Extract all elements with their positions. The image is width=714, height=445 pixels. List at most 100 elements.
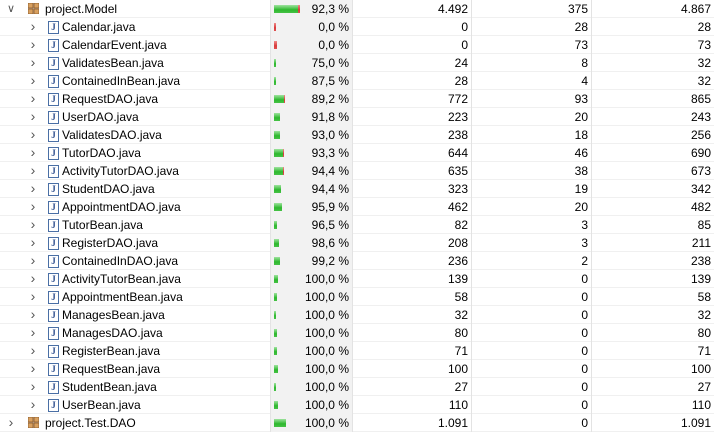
covered-instructions: 1.091 bbox=[353, 414, 472, 432]
table-row[interactable]: › J CalendarEvent.java 0,0 % 0 73 73 bbox=[0, 36, 714, 54]
missed-instructions: 0 bbox=[472, 414, 592, 432]
file-name: ValidatesDAO.java bbox=[62, 128, 162, 142]
chevron-right-icon[interactable]: › bbox=[30, 252, 36, 268]
covered-bar-segment bbox=[274, 167, 283, 175]
table-row[interactable]: › J ActivityTutorDAO.java 94,4 % 635 38 673 bbox=[0, 162, 714, 180]
element-cell: › J RequestBean.java bbox=[0, 360, 270, 378]
element-cell: › J CalendarEvent.java bbox=[0, 36, 270, 54]
table-row[interactable]: › J ValidatesDAO.java 93,0 % 238 18 256 bbox=[0, 126, 714, 144]
covered-instructions: 644 bbox=[353, 144, 472, 162]
element-cell: › project.Test.DAO bbox=[0, 414, 270, 432]
missed-instructions: 0 bbox=[472, 378, 592, 396]
chevron-right-icon[interactable]: › bbox=[30, 360, 36, 376]
table-row[interactable]: › J StudentBean.java 100,0 % 27 0 27 bbox=[0, 378, 714, 396]
chevron-right-icon[interactable]: › bbox=[30, 108, 36, 124]
table-row[interactable]: › J ContainedInDAO.java 99,2 % 236 2 238 bbox=[0, 252, 714, 270]
element-cell: › J UserBean.java bbox=[0, 396, 270, 414]
table-row[interactable]: › J RequestDAO.java 89,2 % 772 93 865 bbox=[0, 90, 714, 108]
chevron-right-icon[interactable]: › bbox=[30, 342, 36, 358]
coverage-bar bbox=[274, 275, 278, 283]
table-row[interactable]: › J ManagesDAO.java 100,0 % 80 0 80 bbox=[0, 324, 714, 342]
file-name: ContainedInDAO.java bbox=[62, 254, 179, 268]
table-row[interactable]: › J ContainedInBean.java 87,5 % 28 4 32 bbox=[0, 72, 714, 90]
missed-instructions: 38 bbox=[472, 162, 592, 180]
covered-instructions: 635 bbox=[353, 162, 472, 180]
chevron-right-icon[interactable]: › bbox=[30, 216, 36, 232]
element-cell: › J AppointmentBean.java bbox=[0, 288, 270, 306]
total-instructions: 238 bbox=[690, 254, 711, 268]
missed-instructions: 375 bbox=[472, 0, 592, 18]
chevron-right-icon[interactable]: › bbox=[30, 90, 36, 106]
chevron-right-icon[interactable]: › bbox=[8, 414, 14, 430]
java-file-icon: J bbox=[48, 363, 59, 376]
covered-instructions: 28 bbox=[353, 72, 472, 90]
table-row[interactable]: › J TutorDAO.java 93,3 % 644 46 690 bbox=[0, 144, 714, 162]
coverage-bar bbox=[274, 113, 280, 121]
table-row[interactable]: › J TutorBean.java 96,5 % 82 3 85 bbox=[0, 216, 714, 234]
covered-bar-segment bbox=[274, 401, 278, 409]
covered-bar-segment bbox=[274, 77, 276, 85]
coverage-cell: 94,4 % bbox=[270, 162, 353, 180]
covered-bar-segment bbox=[274, 131, 280, 139]
table-row[interactable]: › J UserDAO.java 91,8 % 223 20 243 bbox=[0, 108, 714, 126]
file-name: ActivityTutorBean.java bbox=[62, 272, 181, 286]
chevron-down-icon[interactable]: ∨ bbox=[6, 3, 16, 15]
missed-instructions: 2 bbox=[472, 252, 592, 270]
table-row[interactable]: › J Calendar.java 0,0 % 0 28 28 bbox=[0, 18, 714, 36]
coverage-percent: 89,2 % bbox=[311, 92, 349, 106]
covered-bar-segment bbox=[274, 383, 276, 391]
coverage-cell: 100,0 % bbox=[270, 360, 353, 378]
file-name: StudentBean.java bbox=[62, 380, 157, 394]
coverage-bar bbox=[274, 365, 278, 373]
table-row[interactable]: › J RegisterBean.java 100,0 % 71 0 71 bbox=[0, 342, 714, 360]
package-row[interactable]: ∨ project.Model 92,3 % 4.492 375 4.867 bbox=[0, 0, 714, 18]
coverage-bar bbox=[274, 203, 282, 211]
table-row[interactable]: › J AppointmentDAO.java 95,9 % 462 20 482 bbox=[0, 198, 714, 216]
chevron-right-icon[interactable]: › bbox=[30, 306, 36, 322]
chevron-right-icon[interactable]: › bbox=[30, 36, 36, 52]
table-row[interactable]: › J ActivityTutorBean.java 100,0 % 139 0 139 bbox=[0, 270, 714, 288]
java-file-icon: J bbox=[48, 165, 59, 178]
table-row[interactable]: › J RequestBean.java 100,0 % 100 0 100 bbox=[0, 360, 714, 378]
table-row[interactable]: › J UserBean.java 100,0 % 110 0 110 bbox=[0, 396, 714, 414]
coverage-percent: 95,9 % bbox=[311, 200, 349, 214]
table-row[interactable]: › J ManagesBean.java 100,0 % 32 0 32 bbox=[0, 306, 714, 324]
chevron-right-icon[interactable]: › bbox=[30, 324, 36, 340]
package-row[interactable]: › project.Test.DAO 100,0 % 1.091 0 1.091 bbox=[0, 414, 714, 432]
java-file-icon: J bbox=[48, 201, 59, 214]
chevron-right-icon[interactable]: › bbox=[30, 378, 36, 394]
file-name: UserDAO.java bbox=[62, 110, 139, 124]
chevron-right-icon[interactable]: › bbox=[30, 162, 36, 178]
chevron-right-icon[interactable]: › bbox=[30, 288, 36, 304]
chevron-right-icon[interactable]: › bbox=[30, 270, 36, 286]
missed-bar-segment bbox=[274, 41, 277, 49]
java-file-icon: J bbox=[48, 183, 59, 196]
chevron-right-icon[interactable]: › bbox=[30, 144, 36, 160]
covered-instructions: 32 bbox=[353, 306, 472, 324]
table-row[interactable]: › J RegisterDAO.java 98,6 % 208 3 211 bbox=[0, 234, 714, 252]
covered-bar-segment bbox=[274, 95, 284, 103]
chevron-right-icon[interactable]: › bbox=[30, 180, 36, 196]
covered-bar-segment bbox=[274, 311, 276, 319]
table-row[interactable]: › J StudentDAO.java 94,4 % 323 19 342 bbox=[0, 180, 714, 198]
chevron-right-icon[interactable]: › bbox=[30, 126, 36, 142]
coverage-bar bbox=[274, 419, 286, 427]
table-row[interactable]: › J ValidatesBean.java 75,0 % 24 8 32 bbox=[0, 54, 714, 72]
coverage-cell: 100,0 % bbox=[270, 396, 353, 414]
chevron-right-icon[interactable]: › bbox=[30, 198, 36, 214]
java-file-icon: J bbox=[48, 345, 59, 358]
covered-bar-segment bbox=[274, 149, 283, 157]
chevron-right-icon[interactable]: › bbox=[30, 54, 36, 70]
chevron-right-icon[interactable]: › bbox=[30, 18, 36, 34]
file-name: CalendarEvent.java bbox=[62, 38, 167, 52]
coverage-percent: 94,4 % bbox=[311, 164, 349, 178]
coverage-bar bbox=[274, 185, 281, 193]
coverage-percent: 75,0 % bbox=[311, 56, 349, 70]
package-name: project.Test.DAO bbox=[45, 416, 136, 430]
chevron-right-icon[interactable]: › bbox=[30, 234, 36, 250]
missed-bar-segment bbox=[284, 95, 285, 103]
table-row[interactable]: › J AppointmentBean.java 100,0 % 58 0 58 bbox=[0, 288, 714, 306]
chevron-right-icon[interactable]: › bbox=[30, 396, 36, 412]
coverage-bar bbox=[274, 401, 278, 409]
chevron-right-icon[interactable]: › bbox=[30, 72, 36, 88]
